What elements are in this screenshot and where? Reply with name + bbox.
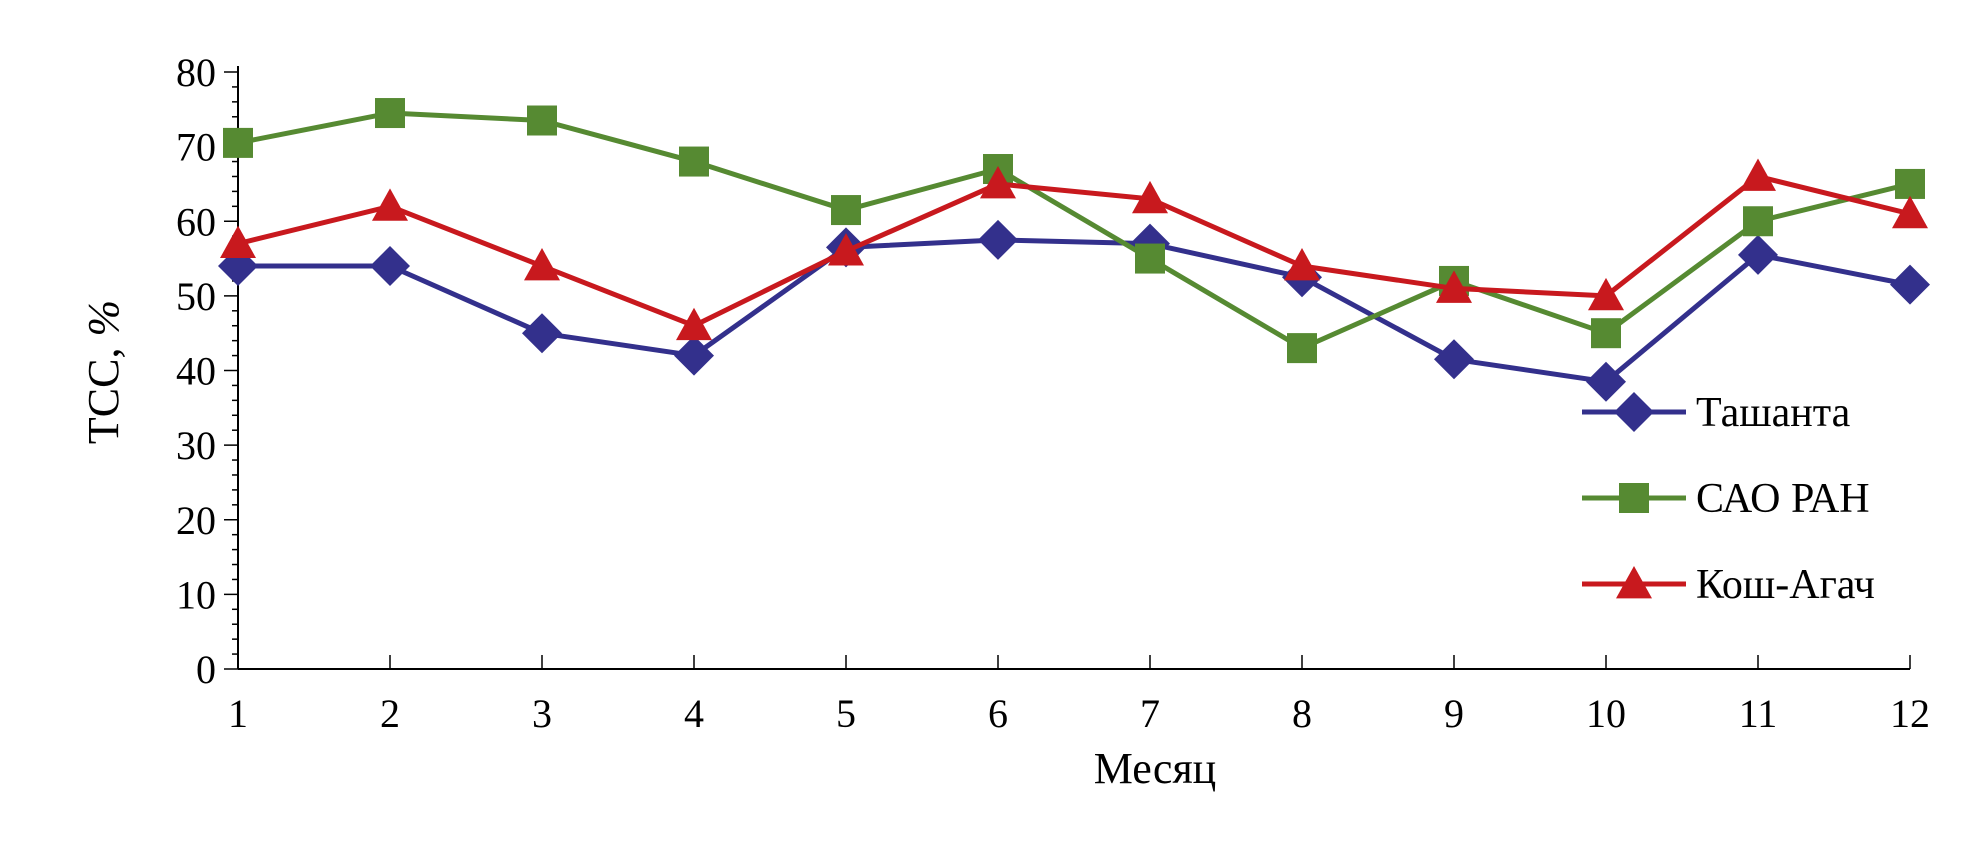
data-point: [831, 195, 861, 226]
legend-label: САО РАН: [1696, 476, 1870, 522]
data-point: [1135, 243, 1165, 274]
data-point: [375, 98, 405, 129]
y-tick-label: 80: [176, 50, 216, 95]
x-tick-label: 4: [684, 691, 704, 736]
legend-label: Ташанта: [1696, 390, 1851, 436]
x-tick-label: 7: [1140, 691, 1160, 736]
x-axis-title: Месяц: [1094, 744, 1216, 793]
legend-marker: [1619, 483, 1649, 513]
y-tick-label: 70: [176, 125, 216, 170]
data-point: [220, 225, 256, 259]
x-tick-label: 12: [1890, 691, 1930, 736]
axes: [237, 66, 1910, 670]
y-tick-label: 0: [196, 647, 216, 692]
legend-marker: [1616, 566, 1652, 599]
legend-marker: [1614, 392, 1654, 432]
x-tick-label: 3: [532, 691, 552, 736]
data-point: [1586, 361, 1626, 402]
y-axis-title-main: ТСС,: [79, 337, 128, 445]
y-tick-label: 10: [176, 572, 216, 617]
data-point: [1287, 333, 1317, 364]
y-tick-label: 60: [176, 199, 216, 244]
data-point: [1132, 180, 1168, 214]
y-axis-title-unit: %: [79, 300, 128, 337]
data-point: [1588, 277, 1624, 311]
data-point: [522, 313, 562, 354]
x-tick-label: 2: [380, 691, 400, 736]
legend-item: САО РАН: [1582, 476, 1870, 522]
y-tick-label: 40: [176, 349, 216, 394]
data-point: [1743, 206, 1773, 237]
data-point: [527, 105, 557, 136]
legend-label: Кош-Агач: [1696, 562, 1875, 608]
data-point: [1895, 168, 1925, 199]
data-point: [1434, 339, 1474, 380]
data-point: [980, 165, 1016, 199]
data-point: [1740, 158, 1776, 191]
data-point: [1738, 234, 1778, 275]
y-tick-label: 20: [176, 498, 216, 543]
data-point: [370, 246, 410, 287]
data-point: [978, 219, 1018, 260]
series-1: [218, 219, 1930, 402]
data-point: [1284, 248, 1320, 281]
y-axis-ticks: 0 10 20 30 40 50 60 70 80: [176, 50, 238, 692]
data-point: [372, 188, 408, 221]
series-line: [237, 110, 1911, 351]
legend: Ташанта САО РАН Кош-Агач: [1582, 390, 1875, 608]
x-tick-label: 9: [1444, 691, 1464, 736]
legend-item: Ташанта: [1582, 390, 1851, 436]
data-point: [679, 146, 709, 177]
x-tick-label: 6: [988, 691, 1008, 736]
series-layer: [218, 98, 1930, 402]
series-3: [220, 158, 1928, 341]
x-tick-label: 1: [228, 691, 248, 736]
data-point: [524, 248, 560, 281]
series-line: [237, 173, 1911, 329]
y-tick-label: 50: [176, 274, 216, 319]
x-axis-ticks: 1 2 3 4 5 6 7 8 9 10 11 12: [228, 655, 1930, 736]
legend-item: Кош-Агач: [1582, 562, 1875, 608]
x-tick-label: 11: [1739, 691, 1778, 736]
x-tick-label: 10: [1586, 691, 1626, 736]
data-point: [1591, 318, 1621, 349]
data-point: [223, 127, 253, 158]
series-2: [223, 98, 1925, 364]
x-tick-label: 5: [836, 691, 856, 736]
data-point: [828, 233, 864, 266]
data-point: [676, 307, 712, 341]
x-tick-label: 8: [1292, 691, 1312, 736]
y-tick-label: 30: [176, 423, 216, 468]
data-point: [674, 335, 714, 376]
y-axis-title: ТСС, %: [79, 300, 128, 444]
data-point: [1892, 195, 1928, 229]
data-point: [1890, 264, 1930, 305]
data-point: [1436, 270, 1472, 303]
series-line: [238, 237, 1911, 385]
